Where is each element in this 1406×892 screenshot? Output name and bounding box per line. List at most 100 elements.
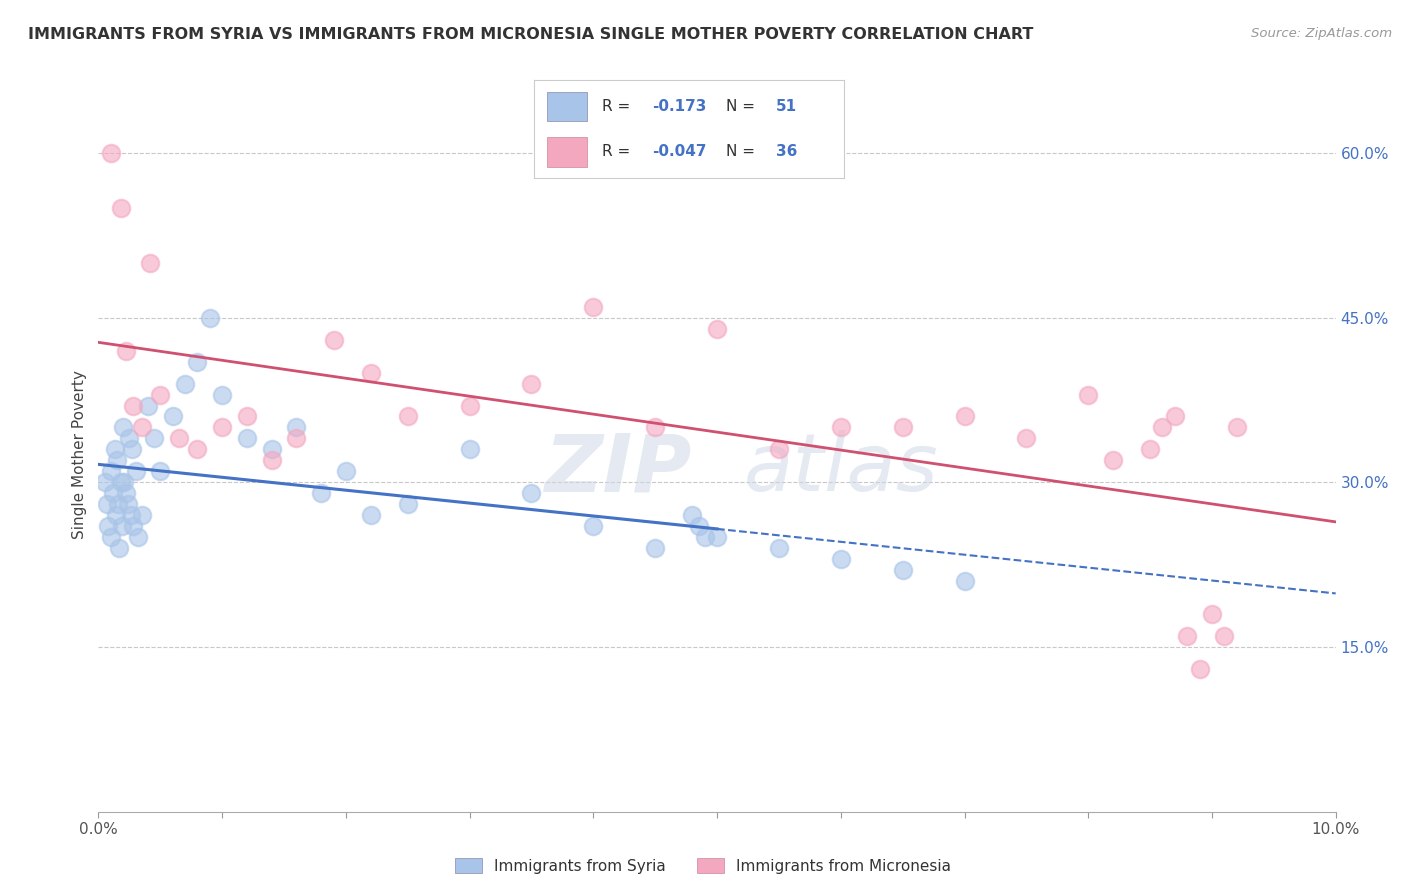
Point — [93, 475, 115, 490]
Point — [396, 409, 419, 424]
Point — [688, 519, 710, 533]
Point — [174, 376, 197, 391]
Point — [198, 310, 221, 325]
FancyBboxPatch shape — [547, 137, 586, 167]
Point — [1175, 629, 1198, 643]
Point — [111, 519, 134, 533]
Point — [693, 530, 716, 544]
Point — [1164, 409, 1187, 424]
Point — [582, 300, 605, 314]
Point — [110, 201, 132, 215]
Point — [953, 409, 976, 424]
Point — [360, 366, 382, 380]
Point — [953, 574, 976, 589]
Text: IMMIGRANTS FROM SYRIA VS IMMIGRANTS FROM MICRONESIA SINGLE MOTHER POVERTY CORREL: IMMIGRANTS FROM SYRIA VS IMMIGRANTS FROM… — [28, 27, 1033, 42]
Point — [520, 486, 543, 500]
Point — [100, 464, 122, 478]
Point — [139, 256, 162, 270]
Text: 51: 51 — [776, 99, 797, 114]
Point — [1213, 629, 1236, 643]
Point — [124, 464, 146, 478]
Point — [114, 486, 136, 500]
Point — [1188, 662, 1211, 676]
Point — [285, 420, 308, 434]
Point — [103, 442, 125, 457]
Point — [131, 420, 153, 434]
Text: 36: 36 — [776, 145, 797, 160]
Text: -0.047: -0.047 — [652, 145, 706, 160]
Point — [236, 409, 259, 424]
Point — [768, 442, 790, 457]
Point — [131, 508, 153, 523]
Point — [110, 475, 132, 490]
Point — [768, 541, 790, 556]
Point — [122, 399, 145, 413]
Point — [100, 530, 122, 544]
Point — [136, 399, 159, 413]
Point — [1015, 432, 1038, 446]
Point — [186, 354, 208, 368]
Point — [830, 420, 852, 434]
Point — [891, 563, 914, 577]
Point — [458, 442, 481, 457]
Point — [108, 541, 131, 556]
Point — [186, 442, 208, 457]
Point — [121, 442, 143, 457]
Point — [120, 508, 142, 523]
Point — [285, 432, 308, 446]
Point — [127, 530, 149, 544]
Point — [211, 420, 233, 434]
Point — [211, 387, 233, 401]
Point — [100, 146, 122, 161]
Point — [309, 486, 332, 500]
Y-axis label: Single Mother Poverty: Single Mother Poverty — [72, 370, 87, 540]
FancyBboxPatch shape — [547, 92, 586, 121]
Point — [105, 453, 128, 467]
Point — [96, 497, 118, 511]
Point — [1226, 420, 1249, 434]
Point — [149, 387, 172, 401]
Point — [335, 464, 357, 478]
Text: -0.173: -0.173 — [652, 99, 706, 114]
Point — [112, 475, 135, 490]
Point — [236, 432, 259, 446]
Point — [322, 333, 344, 347]
Point — [644, 420, 666, 434]
Point — [114, 343, 136, 358]
Point — [162, 409, 184, 424]
Point — [891, 420, 914, 434]
Point — [122, 519, 145, 533]
Point — [167, 432, 190, 446]
Point — [107, 497, 129, 511]
Point — [706, 321, 728, 335]
Point — [830, 552, 852, 566]
Point — [644, 541, 666, 556]
Point — [1102, 453, 1125, 467]
Text: atlas: atlas — [744, 430, 938, 508]
Point — [112, 420, 135, 434]
Text: R =: R = — [602, 99, 636, 114]
Point — [582, 519, 605, 533]
Point — [103, 486, 125, 500]
Point — [1139, 442, 1161, 457]
Text: ZIP: ZIP — [544, 430, 692, 508]
Point — [520, 376, 543, 391]
Point — [117, 497, 139, 511]
Point — [360, 508, 382, 523]
Point — [260, 442, 283, 457]
Point — [149, 464, 172, 478]
Text: Source: ZipAtlas.com: Source: ZipAtlas.com — [1251, 27, 1392, 40]
Point — [706, 530, 728, 544]
Point — [458, 399, 481, 413]
Point — [1152, 420, 1174, 434]
Point — [143, 432, 166, 446]
Point — [1077, 387, 1099, 401]
Point — [104, 508, 127, 523]
Point — [681, 508, 703, 523]
Point — [260, 453, 283, 467]
Legend: Immigrants from Syria, Immigrants from Micronesia: Immigrants from Syria, Immigrants from M… — [449, 852, 957, 880]
Point — [118, 432, 141, 446]
Point — [396, 497, 419, 511]
Text: N =: N = — [725, 145, 759, 160]
Point — [97, 519, 120, 533]
